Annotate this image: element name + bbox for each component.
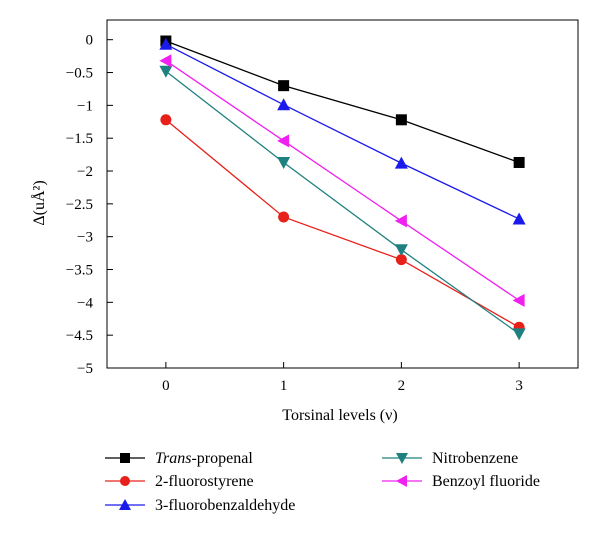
x-axis-title: Torsinal levels (ν): [282, 407, 397, 424]
series-nitrobenzene: [159, 65, 526, 341]
legend-item: 2-fluorostyrene: [105, 473, 254, 490]
legend-item: 3-fluorobenzaldehyde: [105, 497, 295, 514]
legend-marker-icon: [396, 475, 407, 487]
y-tick-label: −1: [77, 98, 93, 114]
legend-item: Nitrobenzene: [382, 450, 518, 467]
y-tick-label: −1.5: [66, 131, 93, 147]
data-point: [394, 214, 407, 228]
y-tick-label: −3: [77, 230, 93, 246]
x-tick-label: 2: [398, 378, 406, 394]
data-point: [159, 37, 173, 50]
series-2-fluorostyrene: [160, 114, 525, 333]
x-tick-label: 1: [280, 378, 288, 394]
data-point: [159, 54, 172, 68]
data-point: [277, 134, 290, 148]
series-line: [165, 119, 520, 328]
y-tick-label: −3.5: [66, 263, 93, 279]
data-point: [159, 65, 173, 78]
y-tick-label: −2.5: [66, 197, 93, 213]
data-point: [512, 212, 526, 225]
series-trans-propenal: [160, 35, 525, 168]
y-tick-label: −4: [77, 295, 93, 311]
y-tick-label: −5: [77, 361, 93, 377]
data-point: [512, 328, 526, 341]
data-point: [395, 254, 407, 266]
legend-label: Trans-propenal: [155, 450, 253, 467]
y-tick-label: 0: [86, 33, 94, 49]
data-point: [394, 156, 408, 169]
data-point: [513, 156, 525, 168]
data-point: [160, 114, 172, 126]
legend-label: 2-fluorostyrene: [155, 473, 254, 490]
legend-label: Nitrobenzene: [432, 450, 518, 467]
legend-marker-icon: [120, 453, 130, 463]
legend-marker-icon: [120, 476, 130, 486]
y-tick-label: −4.5: [66, 328, 93, 344]
series-line: [165, 40, 520, 164]
legend-item: Benzoyl fluoride: [382, 473, 540, 490]
plot-frame: [106, 19, 579, 369]
legend-label: 3-fluorobenzaldehyde: [155, 497, 295, 514]
axes: 0 −0.5 −1 −1.5 −2 −2.5 −3 −3.5 −4 −4.5 −5 0 1 2 3: [66, 19, 579, 394]
legend-marker-icon: [396, 453, 408, 464]
data-point: [512, 293, 525, 307]
series-line: [165, 43, 520, 220]
data-point: [277, 156, 291, 169]
legend: Trans-propenal 2-fluorostyrene 3-fluoroben…: [105, 450, 540, 514]
legend-marker-icon: [119, 499, 131, 510]
series-3-fluorobenzaldehyde: [159, 37, 526, 225]
y-tick-label: −2: [77, 164, 93, 180]
data-point: [394, 244, 408, 257]
legend-item: Trans-propenal: [105, 450, 253, 467]
x-tick-label: 3: [515, 378, 523, 394]
series-layer: [159, 35, 526, 341]
y-tick-label: −0.5: [66, 66, 93, 82]
data-point: [278, 211, 290, 223]
series-benzoyl-fluoride: [159, 54, 525, 307]
series-line: [165, 70, 520, 335]
data-point: [395, 114, 407, 126]
legend-label: Benzoyl fluoride: [432, 473, 540, 490]
y-axis-title: Δ(uÅ²): [30, 180, 48, 225]
data-point: [277, 98, 291, 111]
x-tick-label: 0: [162, 378, 170, 394]
series-line: [165, 60, 520, 301]
data-point: [278, 80, 290, 92]
